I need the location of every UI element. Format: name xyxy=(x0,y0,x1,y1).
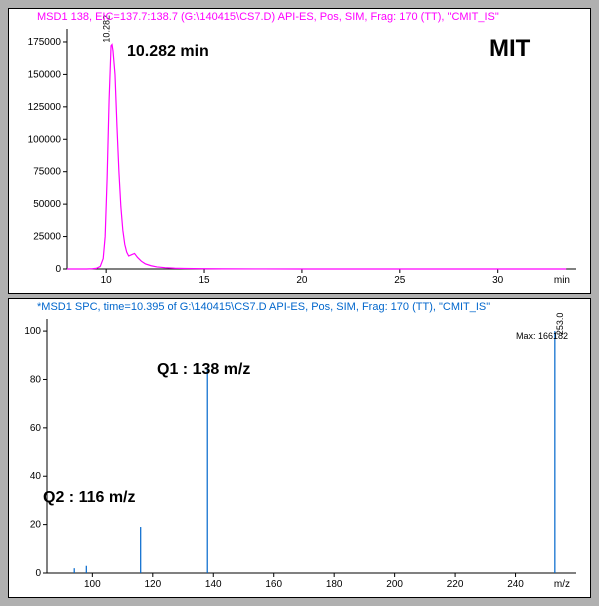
svg-text:150000: 150000 xyxy=(28,69,62,80)
svg-text:30: 30 xyxy=(492,275,504,286)
svg-text:min: min xyxy=(554,275,570,286)
svg-text:160: 160 xyxy=(265,579,282,590)
svg-text:180: 180 xyxy=(326,579,343,590)
chromatogram-title-text: MSD1 138, EIC=137.7:138.7 (G:\140415\CS7… xyxy=(37,11,499,23)
svg-text:25000: 25000 xyxy=(33,232,61,243)
chromatogram-panel: MSD1 138, EIC=137.7:138.7 (G:\140415\CS7… xyxy=(8,8,591,294)
spectrum-panel: *MSD1 SPC, time=10.395 of G:\140415\CS7.… xyxy=(8,298,591,598)
svg-text:60: 60 xyxy=(30,423,42,434)
svg-text:200: 200 xyxy=(386,579,403,590)
svg-text:253.0: 253.0 xyxy=(555,313,565,336)
svg-text:220: 220 xyxy=(447,579,464,590)
svg-text:0: 0 xyxy=(55,264,61,275)
svg-text:10: 10 xyxy=(101,275,113,286)
svg-text:m/z: m/z xyxy=(554,579,570,590)
svg-text:100: 100 xyxy=(84,579,101,590)
svg-text:100: 100 xyxy=(24,326,41,337)
svg-text:140: 140 xyxy=(205,579,222,590)
svg-text:20: 20 xyxy=(296,275,308,286)
q2-label: Q2 : 116 m/z xyxy=(43,489,136,507)
svg-text:25: 25 xyxy=(394,275,406,286)
svg-text:125000: 125000 xyxy=(28,102,62,113)
svg-text:20: 20 xyxy=(30,520,42,531)
svg-text:75000: 75000 xyxy=(33,167,61,178)
spectrum-title-text: *MSD1 SPC, time=10.395 of G:\140415\CS7.… xyxy=(37,301,490,313)
svg-text:40: 40 xyxy=(30,471,42,482)
svg-text:80: 80 xyxy=(30,374,42,385)
compound-label: MIT xyxy=(489,35,530,63)
svg-text:240: 240 xyxy=(507,579,524,590)
spectrum-title: *MSD1 SPC, time=10.395 of G:\140415\CS7.… xyxy=(37,301,490,313)
spectrum-svg: 020406080100100120140160180200220240m/zM… xyxy=(9,299,592,599)
retention-time-label: 10.282 min xyxy=(127,43,209,61)
svg-text:120: 120 xyxy=(144,579,161,590)
svg-text:15: 15 xyxy=(198,275,210,286)
svg-text:0: 0 xyxy=(35,568,41,579)
svg-text:50000: 50000 xyxy=(33,199,61,210)
chromatogram-title: MSD1 138, EIC=137.7:138.7 (G:\140415\CS7… xyxy=(37,11,499,23)
q1-label: Q1 : 138 m/z xyxy=(157,361,250,379)
svg-text:100000: 100000 xyxy=(28,134,62,145)
svg-text:175000: 175000 xyxy=(28,37,62,48)
